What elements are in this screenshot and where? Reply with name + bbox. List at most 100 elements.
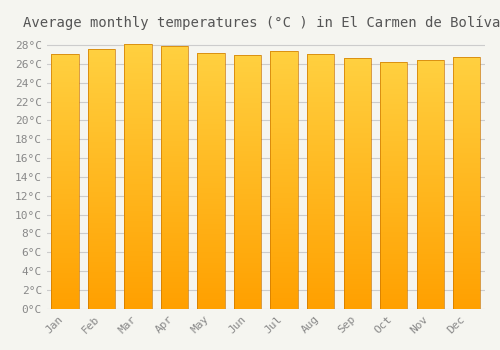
Bar [234, 126, 262, 128]
Bar [88, 278, 116, 280]
Bar [234, 222, 262, 225]
Bar [380, 257, 407, 259]
Bar [307, 299, 334, 301]
Bar [161, 172, 188, 175]
Bar [380, 64, 407, 67]
Bar [453, 274, 480, 276]
Bar [124, 49, 152, 52]
Bar [88, 83, 116, 85]
Bar [270, 58, 298, 61]
Bar [380, 151, 407, 153]
Bar [124, 55, 152, 57]
Bar [453, 128, 480, 130]
Bar [234, 103, 262, 105]
Bar [307, 271, 334, 273]
Bar [198, 262, 225, 265]
Bar [124, 179, 152, 182]
Bar [124, 118, 152, 121]
Bar [52, 196, 79, 199]
Bar [270, 299, 298, 301]
Bar [270, 175, 298, 177]
Bar [416, 90, 444, 92]
Bar [161, 232, 188, 235]
Bar [416, 212, 444, 214]
Bar [380, 287, 407, 289]
Bar [124, 256, 152, 259]
Bar [416, 197, 444, 199]
Bar [234, 80, 262, 83]
Bar [52, 69, 79, 71]
Bar [161, 270, 188, 272]
Bar [234, 176, 262, 179]
Bar [161, 261, 188, 264]
Bar [344, 113, 371, 116]
Bar [124, 108, 152, 110]
Bar [234, 164, 262, 166]
Bar [198, 296, 225, 299]
Bar [270, 69, 298, 71]
Bar [453, 90, 480, 92]
Bar [124, 248, 152, 251]
Bar [307, 240, 334, 243]
Bar [124, 253, 152, 256]
Bar [416, 184, 444, 187]
Bar [344, 229, 371, 231]
Bar [234, 75, 262, 77]
Bar [380, 84, 407, 87]
Bar [380, 274, 407, 277]
Bar [52, 240, 79, 243]
Bar [88, 205, 116, 208]
Bar [307, 59, 334, 61]
Bar [161, 114, 188, 117]
Bar [344, 189, 371, 191]
Bar [344, 91, 371, 93]
Bar [161, 49, 188, 51]
Bar [270, 74, 298, 77]
Bar [453, 221, 480, 223]
Bar [416, 286, 444, 289]
Bar [88, 296, 116, 298]
Bar [198, 117, 225, 119]
Bar [307, 110, 334, 112]
Bar [380, 217, 407, 220]
Bar [52, 102, 79, 105]
Bar [416, 187, 444, 189]
Bar [52, 135, 79, 138]
Bar [307, 250, 334, 253]
Bar [270, 162, 298, 164]
Bar [88, 150, 116, 153]
Bar [124, 92, 152, 94]
Bar [416, 199, 444, 202]
Bar [416, 140, 444, 142]
Bar [88, 130, 116, 132]
Bar [344, 86, 371, 88]
Bar [380, 289, 407, 292]
Bar [270, 288, 298, 291]
Bar [453, 196, 480, 198]
Bar [270, 92, 298, 94]
Bar [270, 188, 298, 190]
Bar [380, 104, 407, 106]
Bar [344, 186, 371, 189]
Bar [198, 89, 225, 91]
Bar [307, 247, 334, 250]
Bar [380, 294, 407, 296]
Bar [88, 124, 116, 127]
Bar [344, 301, 371, 304]
Bar [453, 100, 480, 103]
Bar [124, 60, 152, 63]
Bar [198, 124, 225, 127]
Bar [161, 180, 188, 183]
Bar [270, 198, 298, 201]
Bar [161, 80, 188, 83]
Bar [453, 201, 480, 203]
Bar [52, 110, 79, 112]
Bar [161, 175, 188, 177]
Bar [124, 84, 152, 86]
Bar [453, 65, 480, 68]
Bar [198, 201, 225, 204]
Bar [380, 94, 407, 97]
Bar [52, 148, 79, 150]
Bar [380, 193, 407, 195]
Bar [124, 288, 152, 290]
